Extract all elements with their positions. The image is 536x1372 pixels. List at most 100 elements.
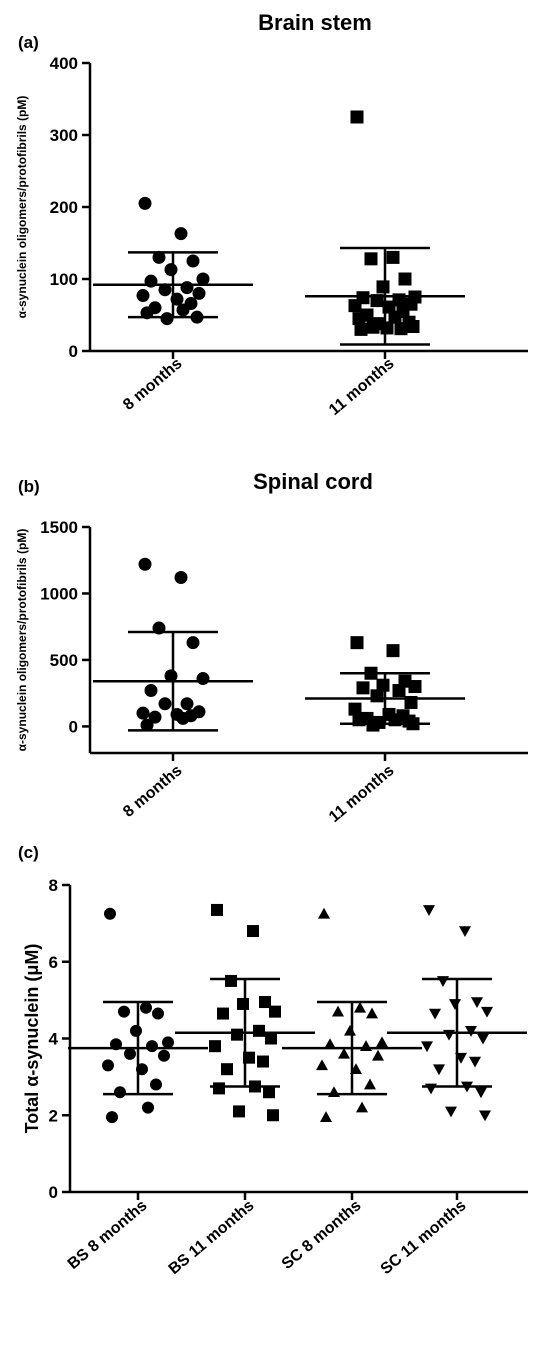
data-point bbox=[356, 1101, 368, 1113]
data-point bbox=[429, 1008, 441, 1020]
y-axis-label: α-synuclein oligomers/protofibrils (pM) bbox=[15, 529, 29, 752]
y-axis-label: Total α-synuclein (μM) bbox=[22, 944, 42, 1134]
data-point bbox=[174, 227, 188, 241]
chart-title: Spinal cord bbox=[253, 469, 373, 494]
x-tick-label: BS 8 months bbox=[65, 1197, 151, 1273]
data-point bbox=[247, 925, 259, 938]
data-point bbox=[158, 1049, 170, 1062]
data-point bbox=[162, 1036, 174, 1049]
data-point bbox=[164, 263, 178, 277]
data-point bbox=[406, 320, 420, 334]
data-point bbox=[221, 1063, 233, 1076]
data-point bbox=[180, 281, 194, 295]
data-point bbox=[152, 250, 166, 264]
data-point bbox=[138, 196, 152, 210]
data-point bbox=[104, 907, 116, 920]
data-point bbox=[180, 697, 194, 711]
data-point bbox=[124, 1047, 136, 1060]
data-point bbox=[376, 280, 390, 294]
data-point bbox=[408, 680, 422, 694]
data-point bbox=[174, 571, 188, 585]
data-point bbox=[320, 1111, 332, 1122]
data-point bbox=[318, 907, 330, 919]
data-point bbox=[328, 1086, 340, 1098]
data-point bbox=[394, 322, 408, 336]
data-point bbox=[118, 1005, 130, 1018]
data-point bbox=[217, 1007, 229, 1020]
data-point bbox=[196, 672, 210, 686]
data-point bbox=[176, 303, 190, 317]
data-point bbox=[354, 322, 368, 336]
data-point bbox=[253, 1024, 265, 1037]
data-point bbox=[192, 286, 206, 300]
data-point bbox=[459, 926, 471, 938]
data-point bbox=[388, 310, 402, 324]
data-point bbox=[140, 718, 154, 732]
data-point bbox=[348, 702, 362, 716]
data-point bbox=[380, 321, 394, 335]
data-point bbox=[158, 283, 172, 297]
panel-label: (c) bbox=[18, 843, 39, 862]
data-point bbox=[158, 697, 172, 711]
data-point bbox=[370, 689, 384, 703]
data-point bbox=[269, 1005, 281, 1018]
chart-title: Brain stem bbox=[258, 10, 372, 35]
data-point bbox=[437, 976, 449, 987]
panel-label: (b) bbox=[18, 477, 40, 496]
data-point bbox=[386, 644, 400, 658]
data-point bbox=[443, 1029, 455, 1041]
data-point bbox=[114, 1086, 126, 1099]
data-point bbox=[465, 1026, 477, 1037]
y-tick-label: 100 bbox=[50, 270, 78, 289]
y-tick-label: 200 bbox=[50, 198, 78, 217]
data-point bbox=[176, 711, 190, 725]
data-point bbox=[475, 1087, 487, 1099]
y-tick-label: 0 bbox=[69, 342, 78, 361]
data-point bbox=[106, 1111, 118, 1124]
data-point bbox=[433, 1064, 445, 1076]
y-tick-label: 500 bbox=[50, 651, 78, 670]
data-point bbox=[376, 1036, 388, 1048]
y-tick-label: 400 bbox=[50, 54, 78, 73]
data-point bbox=[338, 1047, 350, 1059]
data-point bbox=[445, 1106, 457, 1118]
data-point bbox=[366, 1007, 378, 1019]
y-tick-label: 1000 bbox=[40, 584, 78, 603]
x-tick-label: 11 months bbox=[326, 355, 398, 419]
data-point bbox=[209, 1040, 221, 1053]
data-point bbox=[372, 1049, 384, 1061]
data-point bbox=[332, 1005, 344, 1017]
data-point bbox=[150, 1078, 162, 1091]
data-point bbox=[354, 1001, 366, 1013]
y-tick-label: 6 bbox=[49, 953, 58, 972]
data-point bbox=[364, 252, 378, 266]
y-tick-label: 300 bbox=[50, 126, 78, 145]
data-point bbox=[469, 1056, 481, 1068]
data-point bbox=[237, 997, 249, 1010]
data-point bbox=[350, 636, 364, 650]
data-point bbox=[225, 974, 237, 987]
data-point bbox=[142, 1101, 154, 1114]
panel-label: (a) bbox=[18, 33, 39, 52]
data-point bbox=[392, 684, 406, 698]
data-point bbox=[186, 254, 200, 268]
data-point bbox=[186, 636, 200, 650]
data-point bbox=[360, 1040, 372, 1051]
data-point bbox=[263, 1086, 275, 1099]
data-point bbox=[213, 1082, 225, 1095]
y-tick-label: 1500 bbox=[40, 518, 78, 537]
data-point bbox=[481, 1006, 493, 1018]
data-point bbox=[140, 1001, 152, 1014]
data-point bbox=[102, 1059, 114, 1072]
data-point bbox=[449, 999, 461, 1010]
data-point bbox=[265, 1032, 277, 1045]
x-tick-label: SC 8 months bbox=[279, 1197, 365, 1273]
data-point bbox=[259, 996, 271, 1009]
data-point bbox=[356, 681, 370, 695]
y-tick-label: 8 bbox=[49, 876, 58, 895]
data-point bbox=[477, 1033, 489, 1045]
x-tick-label: BS 11 months bbox=[166, 1197, 258, 1278]
data-point bbox=[366, 320, 380, 334]
x-tick-label: 8 months bbox=[120, 762, 185, 821]
